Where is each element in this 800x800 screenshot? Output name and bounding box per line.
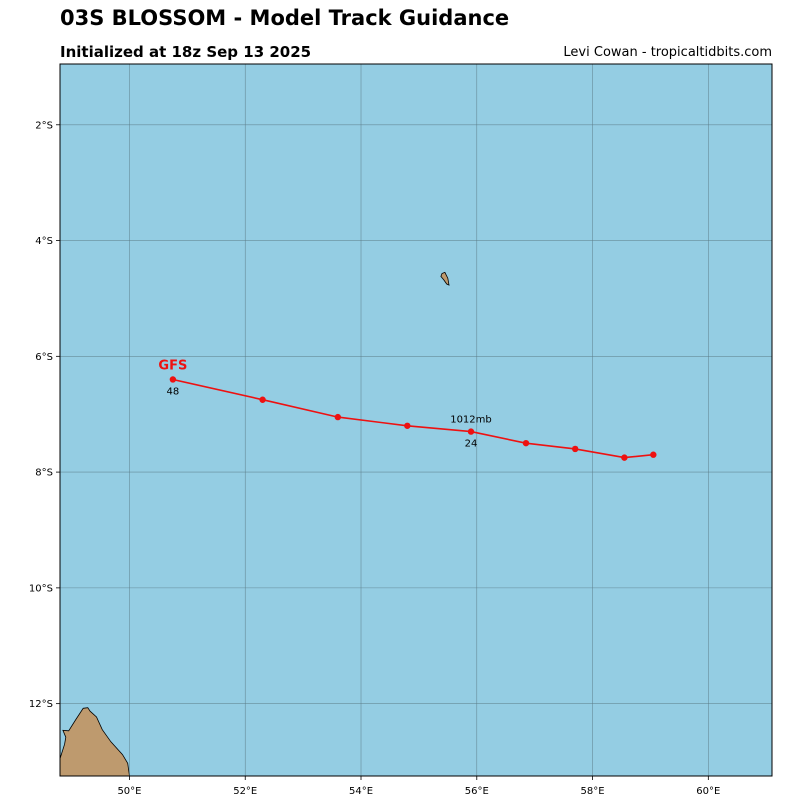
- island-land: [440, 271, 450, 286]
- forecast-hour-label: 24: [465, 439, 478, 450]
- forecast-hour-label: 48: [167, 386, 180, 397]
- x-tick-label: 58°E: [581, 786, 605, 797]
- x-tick-label: 50°E: [117, 786, 141, 797]
- pressure-label: 1012mb: [450, 415, 492, 426]
- y-tick-label: 12°S: [29, 699, 53, 710]
- track-point: [259, 396, 266, 403]
- track-point: [334, 413, 342, 421]
- y-tick-label: 8°S: [35, 468, 53, 479]
- y-tick-label: 6°S: [35, 352, 53, 363]
- track-point: [404, 422, 411, 429]
- map-title: 03S BLOSSOM - Model Track Guidance: [60, 6, 510, 30]
- track-point: [522, 439, 530, 447]
- track-point: [650, 451, 657, 458]
- x-tick-label: 52°E: [233, 786, 257, 797]
- x-tick-label: 54°E: [349, 786, 373, 797]
- init-time-subtitle: Initialized at 18z Sep 13 2025: [60, 43, 312, 61]
- grid-layer: [60, 64, 772, 776]
- x-tick-label: 56°E: [465, 786, 489, 797]
- y-tick-label: 4°S: [35, 236, 53, 247]
- y-tick-label: 2°S: [35, 120, 53, 131]
- ocean-background: [60, 64, 772, 776]
- track-point: [467, 428, 475, 435]
- x-tick-label: 60°E: [696, 786, 720, 797]
- landmass-land: [60, 707, 130, 776]
- track-point: [571, 445, 579, 453]
- land-layer: [60, 271, 450, 776]
- track-point: [621, 454, 628, 461]
- y-tick-label: 10°S: [29, 583, 53, 594]
- track-layer: GFS 24 1012mb 48: [158, 358, 657, 461]
- track-point: [169, 376, 177, 383]
- axis-layer: 50°E 52°E 54°E 56°E 58°E 60°E 2°S 4°S 6°S 8°S 10°S…: [29, 120, 720, 797]
- credit-text: Levi Cowan - tropicaltidbits.com: [563, 45, 772, 60]
- map-frame: [59, 63, 773, 777]
- model-label: GFS: [158, 358, 187, 373]
